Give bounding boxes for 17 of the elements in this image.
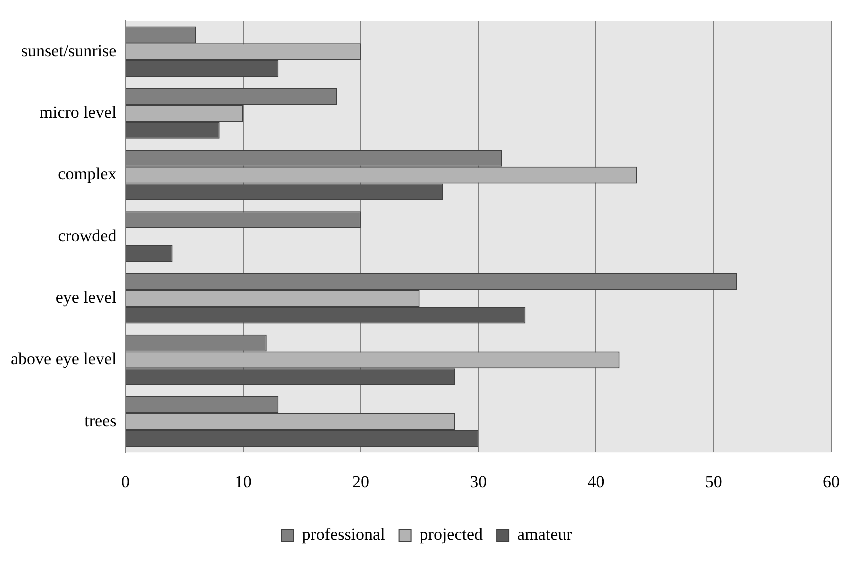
- legend-label: amateur: [518, 524, 573, 544]
- y-tick-label: micro level: [40, 103, 117, 122]
- legend-label: projected: [420, 524, 484, 544]
- x-tick-label: 30: [470, 472, 488, 492]
- y-tick-label: eye level: [56, 288, 117, 307]
- x-tick-label: 50: [705, 472, 722, 492]
- y-tick-label: complex: [58, 164, 118, 184]
- y-tick-label: crowded: [58, 226, 118, 246]
- y-tick-label: sunset/sunrise: [21, 41, 117, 60]
- y-tick-label: above eye level: [11, 350, 117, 369]
- x-tick-label: 60: [823, 472, 840, 492]
- x-tick-label: 10: [234, 472, 252, 492]
- y-tick-label: trees: [84, 411, 117, 430]
- x-tick-label: 20: [352, 472, 370, 492]
- legend-label: professional: [302, 524, 386, 544]
- x-tick-label: 40: [588, 472, 605, 492]
- x-tick-label: 0: [121, 472, 130, 492]
